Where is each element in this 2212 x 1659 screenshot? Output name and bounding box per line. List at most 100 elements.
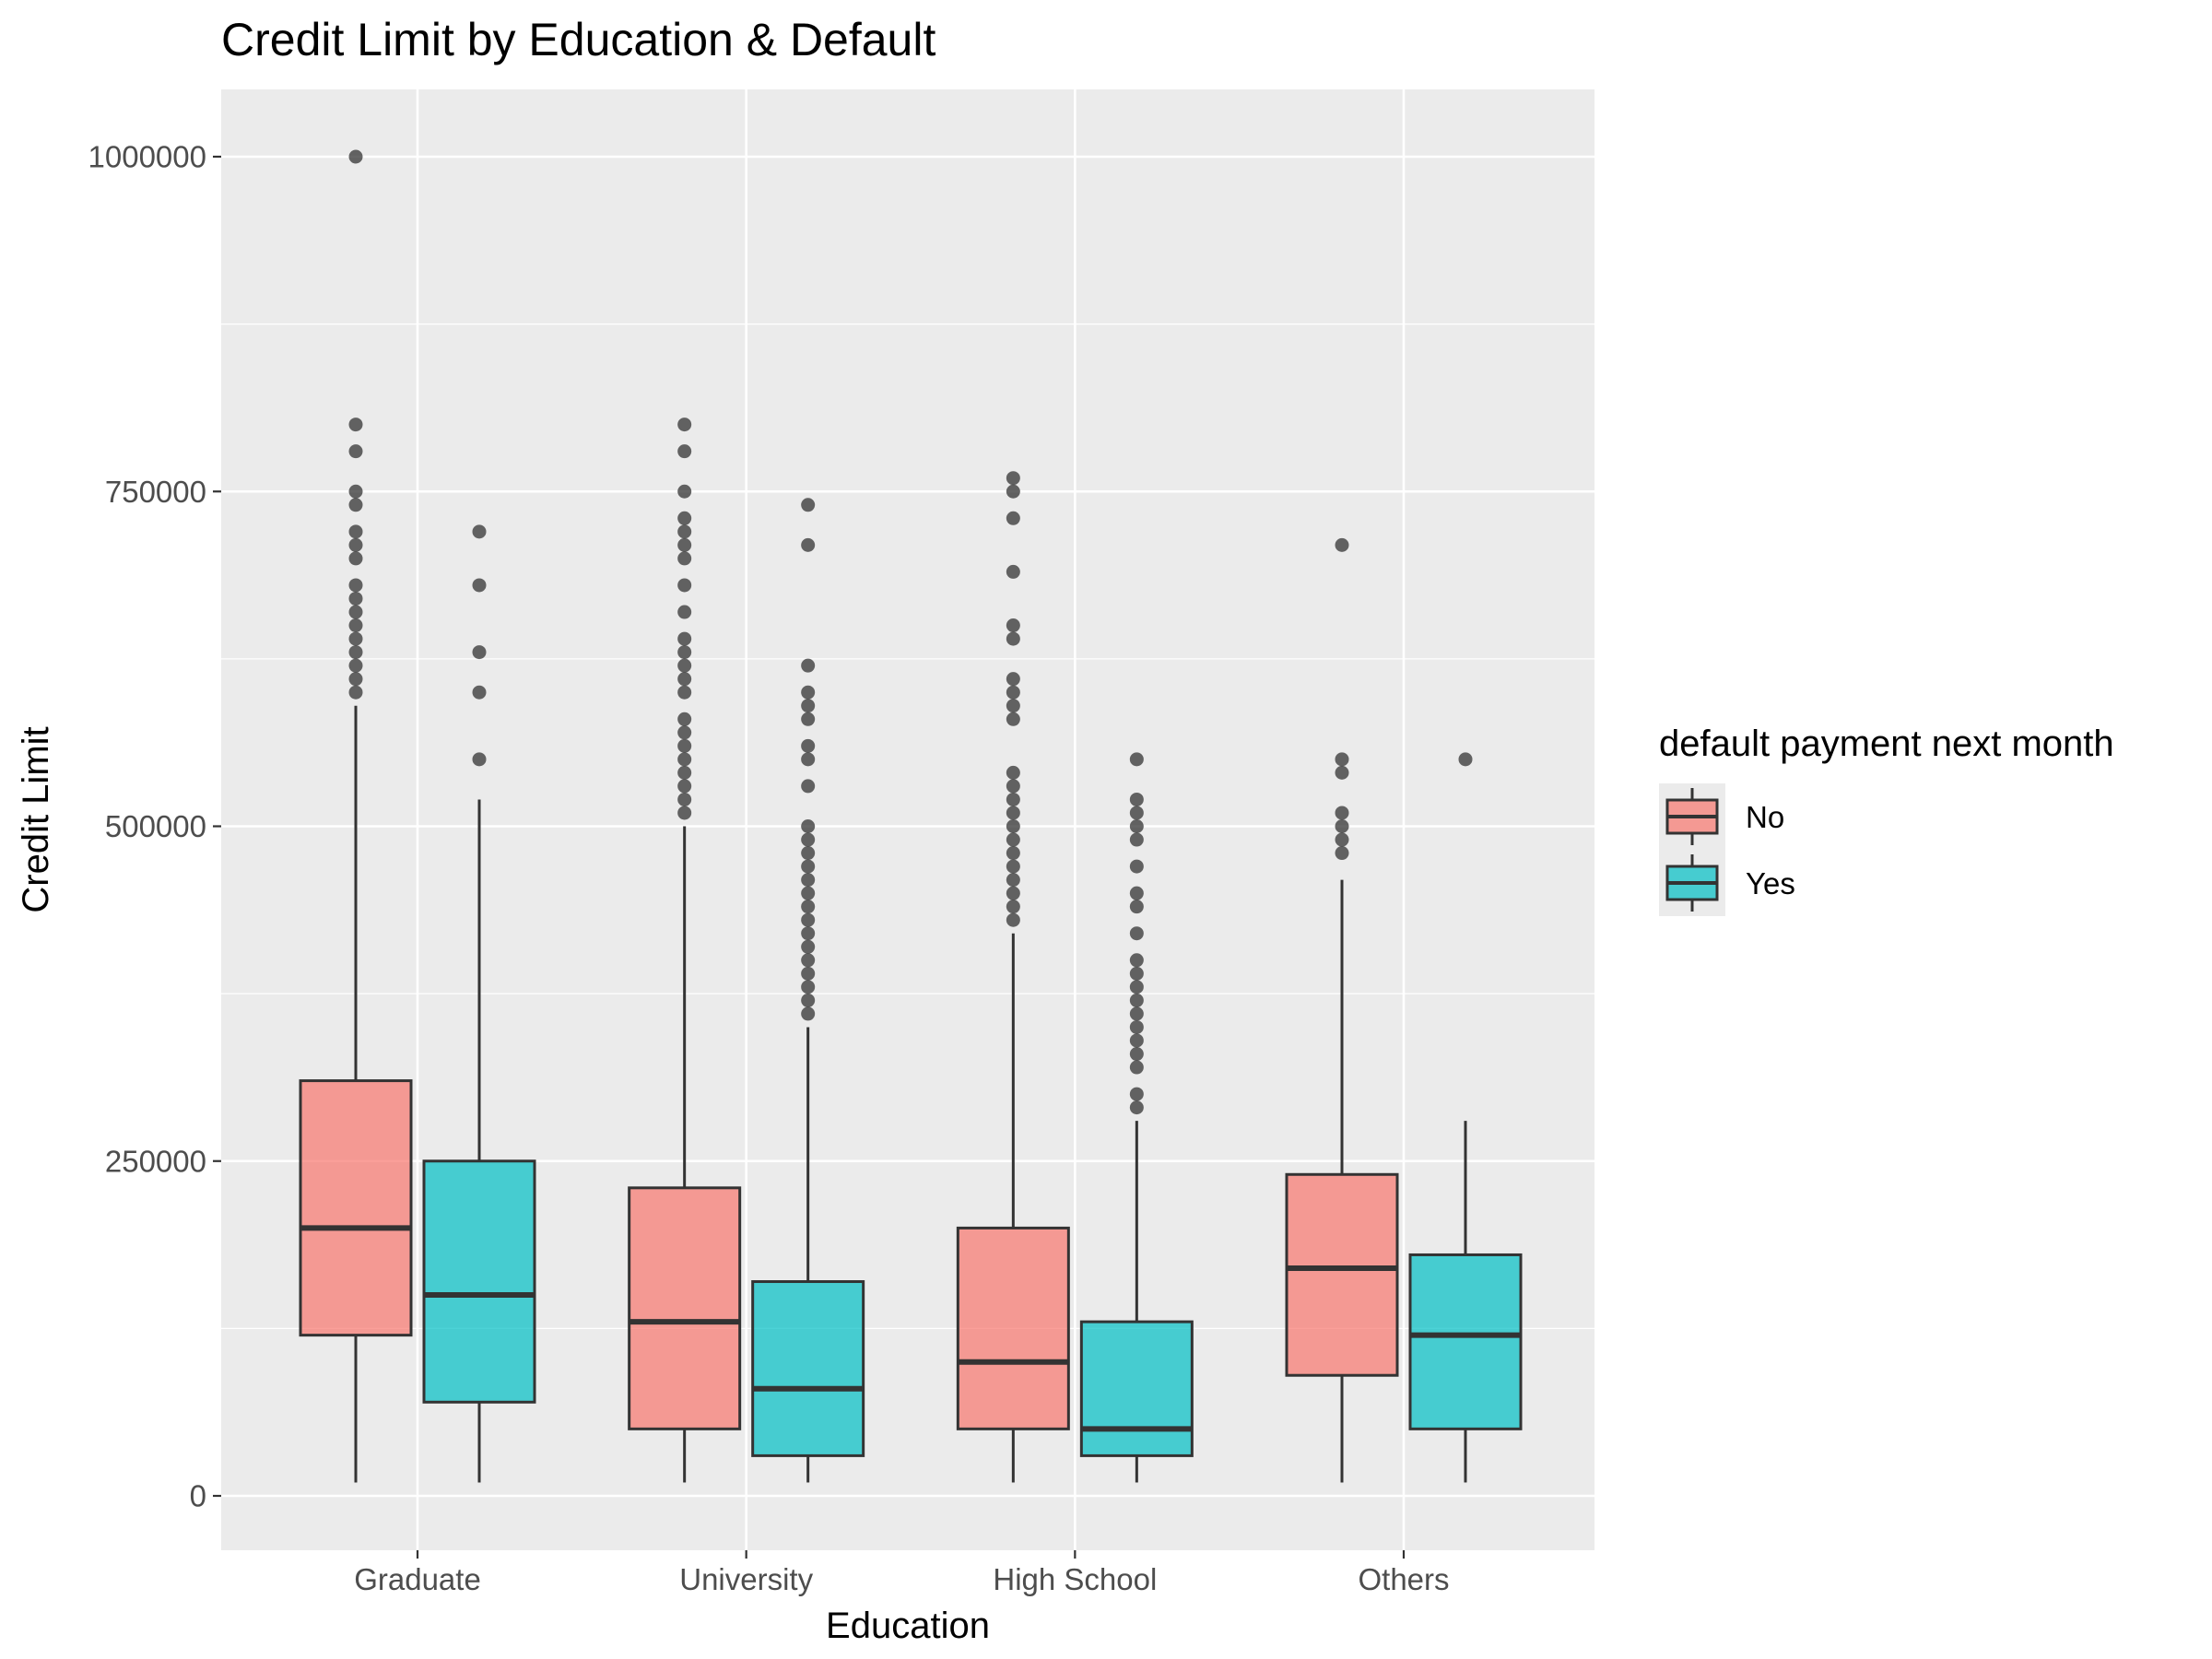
outlier-point <box>1129 1019 1144 1034</box>
outlier-point <box>801 658 816 673</box>
outlier-point <box>677 511 692 525</box>
outlier-point <box>348 524 363 539</box>
outlier-point <box>677 792 692 806</box>
box-university-no <box>628 418 742 1483</box>
outlier-point <box>348 685 363 700</box>
outlier-point <box>472 524 487 539</box>
outlier-point <box>1006 779 1020 794</box>
outlier-point <box>677 605 692 619</box>
outlier-point <box>1129 792 1144 806</box>
outlier-point <box>801 912 816 927</box>
outlier-point <box>1006 806 1020 820</box>
outlier-point <box>1129 966 1144 981</box>
outlier-point <box>1129 926 1144 941</box>
series-yes <box>422 498 1523 1483</box>
outlier-point <box>348 645 363 660</box>
outlier-point <box>1129 1060 1144 1075</box>
outlier-point <box>801 993 816 1007</box>
legend-title: default payment next month <box>1659 724 2114 764</box>
iqr-box <box>628 1186 742 1430</box>
outlier-point <box>801 819 816 833</box>
iqr-box <box>422 1159 536 1404</box>
legend-keys: No Yes <box>1659 783 1795 916</box>
x-axis-title: Education <box>826 1606 990 1646</box>
box-graduate-no <box>299 149 413 1483</box>
outlier-point <box>677 779 692 794</box>
outlier-point <box>801 926 816 941</box>
iqr-box <box>956 1226 1070 1430</box>
outlier-point <box>1335 806 1349 820</box>
outlier-point <box>677 631 692 646</box>
outlier-point <box>801 859 816 874</box>
outlier-point <box>801 966 816 981</box>
outlier-point <box>801 537 816 552</box>
outlier-point <box>1129 806 1144 820</box>
outlier-point <box>348 658 363 673</box>
outlier-point <box>1129 1033 1144 1048</box>
outlier-point <box>1006 511 1020 525</box>
outlier-point <box>801 738 816 753</box>
outlier-point <box>801 846 816 861</box>
x-tick-label: Others <box>1358 1562 1449 1596</box>
outlier-point <box>1335 832 1349 847</box>
outlier-point <box>1006 484 1020 499</box>
y-tick-label: 250000 <box>105 1144 206 1178</box>
outlier-point <box>1335 765 1349 780</box>
outlier-point <box>472 685 487 700</box>
x-axis: Graduate University High School Others <box>354 1550 1450 1596</box>
outlier-point <box>1129 819 1144 833</box>
outlier-point <box>348 418 363 432</box>
outlier-point <box>801 980 816 994</box>
outlier-point <box>801 873 816 888</box>
outlier-point <box>801 1006 816 1021</box>
outlier-point <box>348 672 363 687</box>
box-others-no <box>1285 537 1399 1483</box>
y-axis-title: Credit Limit <box>16 726 56 912</box>
iqr-box <box>1285 1172 1399 1377</box>
outlier-point <box>1006 765 1020 780</box>
legend-key-yes: Yes <box>1659 850 1795 916</box>
outlier-point <box>1006 819 1020 833</box>
outlier-point <box>348 537 363 552</box>
outlier-point <box>348 551 363 566</box>
outlier-point <box>1129 993 1144 1007</box>
y-tick-label: 0 <box>190 1479 206 1513</box>
outlier-point <box>801 886 816 900</box>
outlier-point <box>801 832 816 847</box>
box-series <box>299 149 1523 1483</box>
outlier-point <box>677 418 692 432</box>
outlier-point <box>677 806 692 820</box>
box-high-school-no <box>956 471 1070 1483</box>
outlier-point <box>677 444 692 459</box>
outlier-point <box>348 484 363 499</box>
outlier-point <box>1335 846 1349 861</box>
outlier-point <box>1006 900 1020 914</box>
x-tick-label: Graduate <box>354 1562 481 1596</box>
outlier-point <box>1335 752 1349 767</box>
chart-title: Credit Limit by Education & Default <box>221 14 935 65</box>
outlier-point <box>801 900 816 914</box>
outlier-point <box>1335 537 1349 552</box>
box-university-yes <box>751 498 865 1483</box>
box-high-school-yes <box>1079 752 1194 1483</box>
outlier-point <box>677 658 692 673</box>
outlier-point <box>1006 886 1020 900</box>
series-no <box>299 149 1399 1483</box>
iqr-box <box>299 1079 413 1337</box>
outlier-point <box>1458 752 1473 767</box>
legend-key-no: No <box>1659 783 1784 850</box>
outlier-point <box>801 712 816 726</box>
outlier-point <box>801 685 816 700</box>
x-tick-label: University <box>679 1562 813 1596</box>
y-axis: 0 250000 500000 750000 1000000 <box>88 140 221 1513</box>
outlier-point <box>801 953 816 968</box>
outlier-point <box>677 645 692 660</box>
outlier-point <box>677 712 692 726</box>
outlier-point <box>348 444 363 459</box>
outlier-point <box>1006 672 1020 687</box>
outlier-point <box>677 578 692 593</box>
outlier-point <box>677 551 692 566</box>
outlier-point <box>677 752 692 767</box>
outlier-point <box>801 699 816 713</box>
